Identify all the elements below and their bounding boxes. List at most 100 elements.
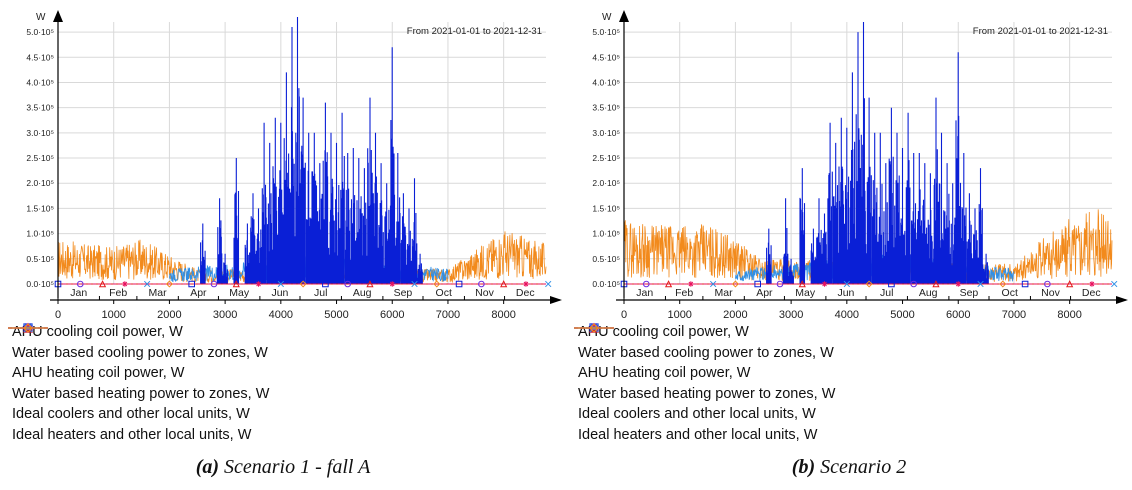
- legend-item: Water based heating power to zones, W: [8, 324, 270, 405]
- legend-b: AHU cooling coil power, W Water based coo…: [574, 322, 835, 445]
- month-label: Jan: [70, 287, 87, 299]
- series-marker: [98, 280, 107, 288]
- series-marker: [999, 280, 1007, 288]
- month-label: Apr: [756, 287, 773, 299]
- y-tick-label: 2.5·10⁵: [592, 153, 620, 163]
- series-marker: [688, 281, 694, 287]
- legend-marker: [23, 323, 33, 333]
- series-marker: [165, 280, 173, 288]
- legend-label: Ideal heaters and other local units, W: [578, 426, 818, 443]
- legend-label: Ideal coolers and other local units, W: [12, 406, 250, 423]
- legend-label: Ideal coolers and other local units, W: [578, 406, 816, 423]
- x-tick-label: 6000: [946, 309, 970, 321]
- legend-label: AHU heating coil power, W: [12, 365, 185, 382]
- series-marker: [433, 280, 441, 288]
- x-tick-label: 8000: [491, 309, 515, 321]
- legend-label: Ideal heaters and other local units, W: [12, 426, 252, 443]
- y-tick-label: 4.0·10⁵: [592, 77, 620, 87]
- caption-b: (b) Scenario 2: [566, 456, 1132, 479]
- series-marker: [122, 281, 128, 287]
- y-unit-label: W: [36, 12, 46, 23]
- legend-label: Water based heating power to zones, W: [12, 385, 270, 402]
- month-label: Dec: [516, 287, 535, 299]
- month-label: Jan: [636, 287, 653, 299]
- series-marker: [776, 280, 784, 288]
- legend-label: AHU cooling coil power, W: [578, 324, 749, 341]
- legend-swatch: [8, 323, 48, 333]
- legend-item: Water based cooling power to zones, W: [574, 323, 835, 364]
- y-tick-label: 1.0·10⁵: [26, 229, 54, 239]
- month-label: Jun: [837, 287, 854, 299]
- date-range-label: From 2021-01-01 to 2021-12-31: [973, 26, 1108, 37]
- series-marker: [843, 280, 850, 288]
- x-tick-label: 2000: [157, 309, 181, 321]
- x-tick-label: 3000: [213, 309, 237, 321]
- month-label: Sep: [394, 287, 413, 299]
- y-tick-label: 2.5·10⁵: [26, 153, 54, 163]
- y-tick-label: 2.0·10⁵: [26, 178, 54, 188]
- x-tick-label: 7000: [1002, 309, 1026, 321]
- chart-panel-b: 0.0·10⁵ 0.5·10⁵ 1.0·10⁵ 1.5·10⁵ 2.0·10⁵ 2.5·1…: [566, 0, 1132, 490]
- series-marker: [1066, 280, 1074, 288]
- y-tick-label: 1.0·10⁵: [592, 229, 620, 239]
- series-marker: [620, 280, 628, 288]
- legend-swatch: [574, 323, 614, 333]
- y-unit-label: W: [602, 12, 612, 23]
- caption-text: Scenario 1 - fall A: [224, 456, 371, 478]
- series-marker: [299, 280, 307, 288]
- y-tick-label: 3.0·10⁵: [26, 128, 54, 138]
- series-marker: [932, 280, 940, 288]
- series-marker: [754, 280, 761, 288]
- legend-label: AHU cooling coil power, W: [12, 324, 183, 341]
- series-marker: [366, 280, 374, 288]
- x-axis-arrow: [550, 296, 562, 304]
- legend-item: Water based heating power to zones, W: [574, 324, 836, 405]
- chart-svg-a: 0.0·10⁵ 0.5·10⁵ 1.0·10⁵ 1.5·10⁵ 2.0·10⁵ 2.5·1…: [26, 10, 562, 321]
- legend-a: AHU cooling coil power, W Water based coo…: [8, 322, 269, 445]
- month-label: Jun: [271, 287, 288, 299]
- month-label: Feb: [675, 287, 693, 299]
- series-marker: [344, 280, 351, 288]
- series-marker: [411, 280, 418, 288]
- legend-item: Ideal coolers and other local units, W: [8, 323, 269, 425]
- y-tick-label: 0.0·10⁵: [26, 279, 54, 289]
- x-tick-label: 4000: [269, 309, 293, 321]
- series-ahu-cooling-spikes: [200, 17, 423, 284]
- series-marker: [210, 280, 218, 288]
- x-tick-label: 8000: [1057, 309, 1081, 321]
- month-label: Nov: [475, 287, 494, 299]
- x-tick-label: 0: [621, 309, 627, 321]
- month-label: Aug: [353, 287, 372, 299]
- series-marker: [232, 280, 240, 288]
- month-label: Oct: [1002, 287, 1018, 299]
- y-tick-label: 0.5·10⁵: [26, 254, 54, 264]
- legend-marker: [589, 323, 599, 333]
- series-marker: [523, 281, 529, 287]
- series-marker: [255, 281, 262, 287]
- series-marker: [545, 280, 552, 288]
- date-range-label: From 2021-01-01 to 2021-12-31: [407, 26, 542, 37]
- y-tick-label: 1.5·10⁵: [26, 203, 54, 213]
- x-tick-label: 2000: [723, 309, 747, 321]
- series-marker: [664, 280, 673, 288]
- caption-text: Scenario 2: [820, 456, 907, 478]
- series-marker: [1044, 280, 1051, 288]
- month-label: Mar: [715, 287, 734, 299]
- y-tick-label: 2.0·10⁵: [592, 178, 620, 188]
- series-marker: [322, 280, 329, 288]
- series-marker: [143, 280, 151, 288]
- legend-item: Ideal heaters and other local units, W: [8, 323, 269, 446]
- series-marker: [888, 280, 895, 288]
- month-label: Mar: [149, 287, 168, 299]
- legend-label: Water based heating power to zones, W: [578, 385, 836, 402]
- y-axis-arrow: [619, 10, 629, 22]
- series-marker: [642, 280, 650, 288]
- series-marker: [455, 280, 463, 288]
- series-marker: [865, 280, 873, 288]
- y-tick-label: 0.0·10⁵: [592, 279, 620, 289]
- x-tick-label: 4000: [835, 309, 859, 321]
- y-tick-label: 3.5·10⁵: [592, 103, 620, 113]
- legend-item: AHU heating coil power, W: [574, 322, 835, 384]
- month-label: Jul: [880, 287, 893, 299]
- series-marker: [709, 280, 717, 288]
